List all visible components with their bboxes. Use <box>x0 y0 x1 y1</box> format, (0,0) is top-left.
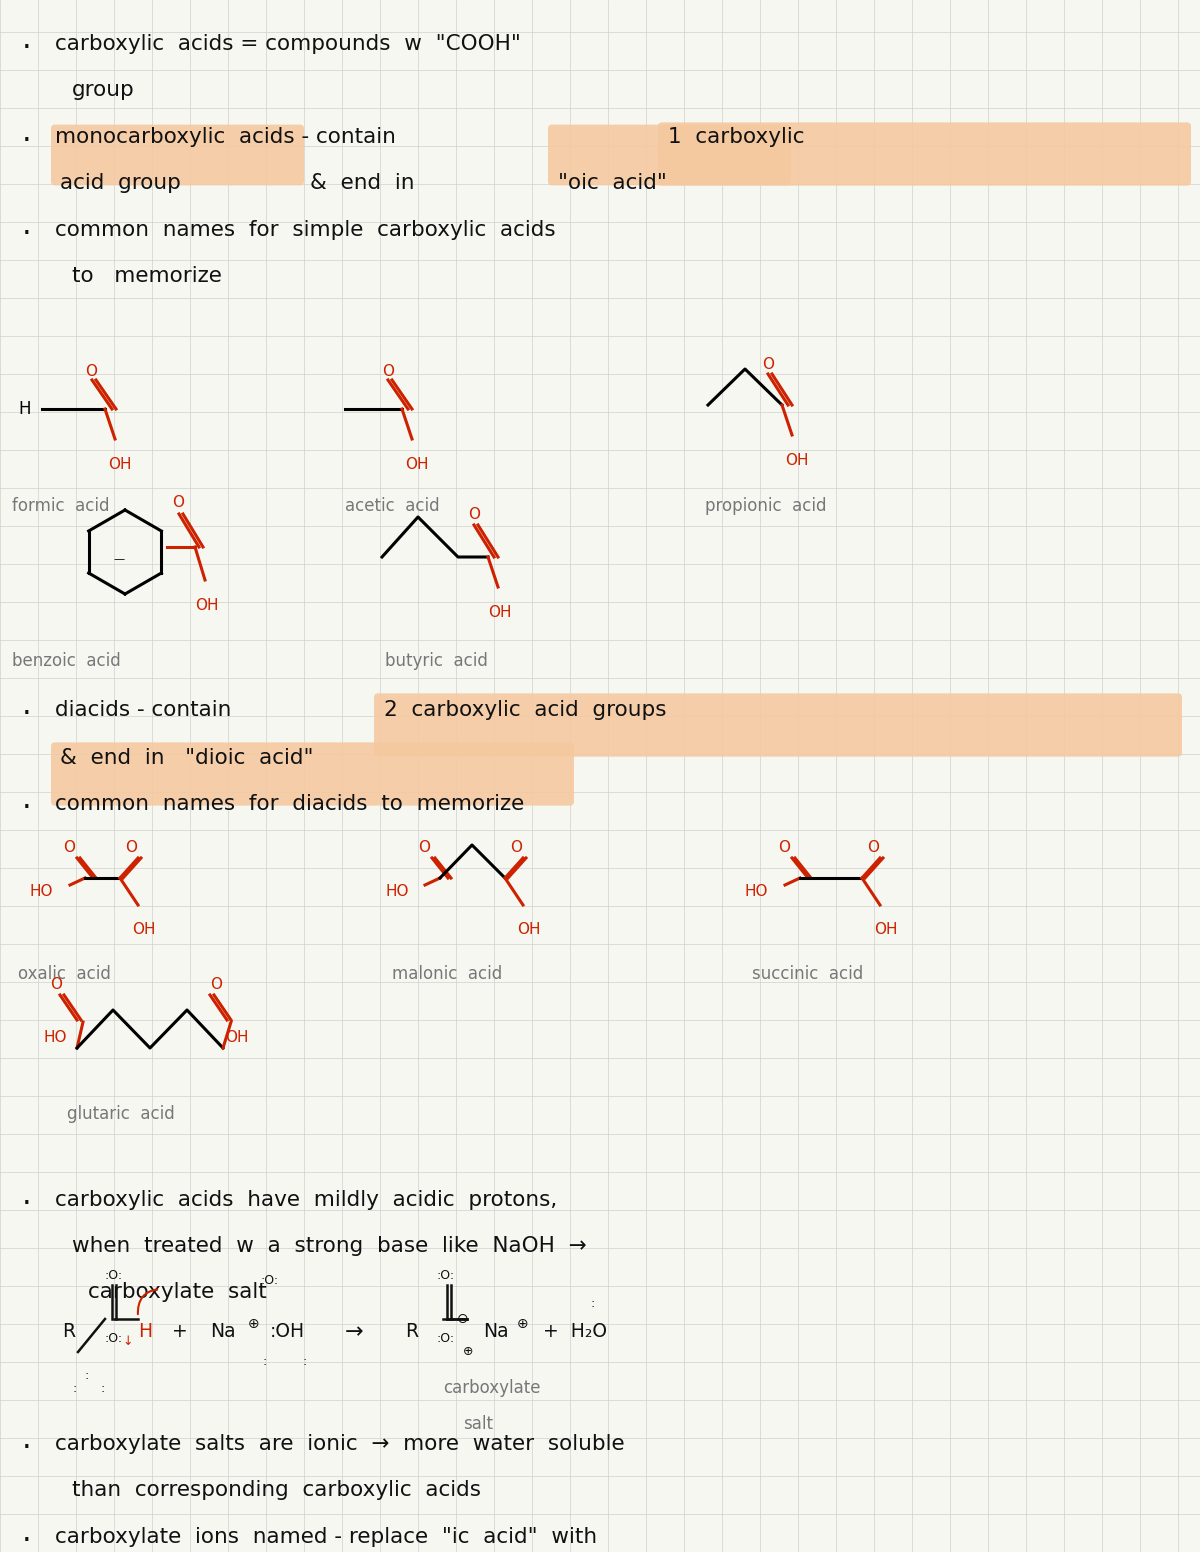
Text: O: O <box>85 365 97 379</box>
Text: +  H₂O: + H₂O <box>542 1322 607 1341</box>
Text: :: : <box>72 1381 77 1395</box>
Text: diacids - contain: diacids - contain <box>55 700 239 720</box>
Text: O: O <box>866 840 878 855</box>
Text: OH: OH <box>874 922 898 937</box>
Text: butyric  acid: butyric acid <box>385 652 488 670</box>
Text: group: group <box>72 81 134 99</box>
Text: ·: · <box>22 1434 31 1464</box>
Text: salt: salt <box>463 1415 493 1432</box>
Text: :O:: :O: <box>106 1332 124 1346</box>
Text: O: O <box>778 840 790 855</box>
FancyBboxPatch shape <box>374 694 1182 757</box>
Text: 2  carboxylic  acid  groups: 2 carboxylic acid groups <box>384 700 666 720</box>
Text: :O:: :O: <box>437 1332 455 1346</box>
FancyBboxPatch shape <box>658 123 1190 186</box>
Text: Na: Na <box>210 1322 235 1341</box>
Text: OH: OH <box>108 456 132 472</box>
Text: than  corresponding  carboxylic  acids: than corresponding carboxylic acids <box>72 1481 481 1499</box>
Text: H: H <box>138 1322 152 1341</box>
Text: acetic  acid: acetic acid <box>346 497 439 515</box>
Text: O: O <box>418 840 430 855</box>
Text: common  names  for  diacids  to  memorize: common names for diacids to memorize <box>55 795 524 813</box>
Text: monocarboxylic  acids - contain: monocarboxylic acids - contain <box>55 127 403 147</box>
Text: glutaric  acid: glutaric acid <box>67 1105 175 1124</box>
Text: carboxylate  ions  named - replace  "ic  acid"  with: carboxylate ions named - replace "ic aci… <box>55 1527 598 1547</box>
Text: ·: · <box>22 220 31 248</box>
Text: propionic  acid: propionic acid <box>706 497 827 515</box>
Text: OH: OH <box>194 598 218 613</box>
Text: O: O <box>64 840 74 855</box>
Text: O: O <box>382 365 394 379</box>
Text: HO: HO <box>745 885 768 900</box>
FancyBboxPatch shape <box>50 742 574 805</box>
Text: carboxylate: carboxylate <box>443 1380 540 1397</box>
Text: ⊕: ⊕ <box>517 1318 529 1332</box>
Text: benzoic  acid: benzoic acid <box>12 652 121 670</box>
Text: +: + <box>172 1322 187 1341</box>
Text: carboxylate  salt: carboxylate salt <box>88 1282 266 1302</box>
Text: :: : <box>85 1369 89 1381</box>
Text: O: O <box>510 840 522 855</box>
Text: :O:: :O: <box>106 1270 124 1282</box>
Text: carboxylic  acids  have  mildly  acidic  protons,: carboxylic acids have mildly acidic prot… <box>55 1190 557 1211</box>
Text: :: : <box>590 1297 594 1310</box>
Text: &  end  in: & end in <box>310 172 414 192</box>
Text: :O:: :O: <box>260 1274 278 1287</box>
Text: acid  group: acid group <box>60 172 181 192</box>
Text: HO: HO <box>43 1031 66 1046</box>
Text: ⊕: ⊕ <box>463 1346 474 1358</box>
Text: HO: HO <box>385 885 408 900</box>
Text: O: O <box>125 840 137 855</box>
Text: :: : <box>302 1355 306 1367</box>
Text: O: O <box>468 508 480 521</box>
Text: OH: OH <box>132 922 156 937</box>
Text: ·: · <box>22 34 31 64</box>
Text: —: — <box>114 554 125 563</box>
Text: carboxylic  acids = compounds  w  "COOH": carboxylic acids = compounds w "COOH" <box>55 34 521 54</box>
Text: to   memorize: to memorize <box>72 265 222 286</box>
FancyArrowPatch shape <box>138 1290 157 1315</box>
Text: O: O <box>762 357 774 372</box>
Text: R: R <box>62 1322 76 1341</box>
Text: :OH: :OH <box>270 1322 305 1341</box>
Text: OH: OH <box>406 456 428 472</box>
Text: ↓: ↓ <box>122 1335 132 1349</box>
Text: O: O <box>50 978 62 992</box>
Text: ⊕: ⊕ <box>248 1318 259 1332</box>
Text: O: O <box>172 495 184 511</box>
FancyBboxPatch shape <box>50 124 304 185</box>
Text: ·: · <box>22 700 31 729</box>
Text: oxalic  acid: oxalic acid <box>18 965 110 982</box>
Text: R: R <box>406 1322 418 1341</box>
Text: H: H <box>18 400 30 417</box>
Text: OH: OH <box>785 453 809 469</box>
Text: malonic  acid: malonic acid <box>392 965 503 982</box>
Text: O: O <box>210 978 222 992</box>
Text: OH: OH <box>517 922 540 937</box>
Text: :: : <box>262 1355 266 1367</box>
Text: ·: · <box>22 795 31 823</box>
Text: :: : <box>100 1381 104 1395</box>
Text: &  end  in   "dioic  acid": & end in "dioic acid" <box>60 748 313 768</box>
Text: 1  carboxylic: 1 carboxylic <box>668 127 804 147</box>
Text: OH: OH <box>488 605 511 619</box>
Text: when  treated  w  a  strong  base  like  NaOH  →: when treated w a strong base like NaOH → <box>72 1235 587 1256</box>
Text: succinic  acid: succinic acid <box>752 965 863 982</box>
Text: formic  acid: formic acid <box>12 497 109 515</box>
Text: :O:: :O: <box>437 1270 455 1282</box>
Text: common  names  for  simple  carboxylic  acids: common names for simple carboxylic acids <box>55 220 556 241</box>
Text: →: → <box>346 1322 364 1342</box>
Text: Na: Na <box>482 1322 509 1341</box>
Text: carboxylate  salts  are  ionic  →  more  water  soluble: carboxylate salts are ionic → more water… <box>55 1434 625 1454</box>
Text: OH: OH <box>226 1031 248 1046</box>
Text: HO: HO <box>30 885 54 900</box>
Text: ·: · <box>22 1527 31 1552</box>
Text: "oic  acid": "oic acid" <box>558 172 667 192</box>
Text: ·: · <box>22 127 31 157</box>
Text: ⊖: ⊖ <box>457 1311 469 1325</box>
Text: ·: · <box>22 1190 31 1218</box>
FancyBboxPatch shape <box>548 124 791 185</box>
